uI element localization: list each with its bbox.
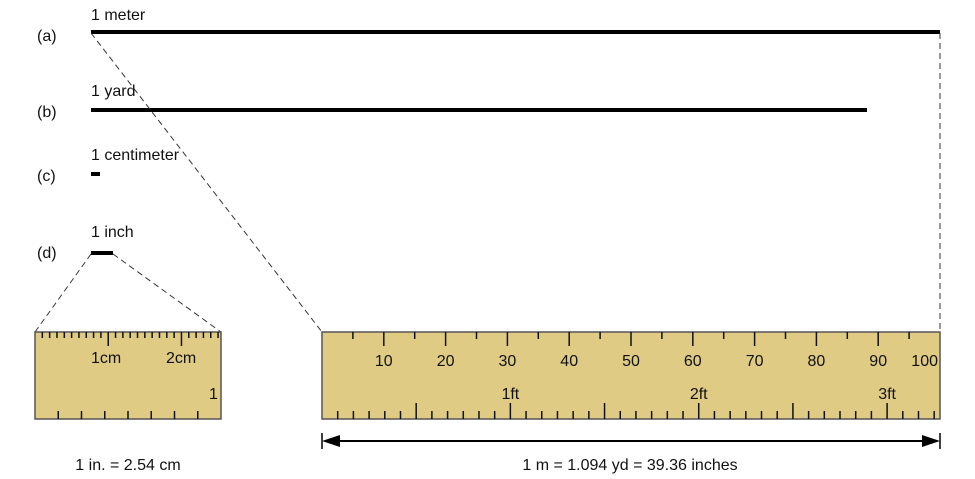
row-c: (c) 1 centimeter bbox=[37, 147, 180, 185]
cm-label: 80 bbox=[808, 353, 826, 370]
meter-ruler: 10 20 30 40 50 60 70 80 90 100 1ft 2ft 3ft bbox=[321, 331, 941, 420]
cm-label: 40 bbox=[560, 353, 578, 370]
row-b: (b) 1 yard bbox=[37, 83, 867, 121]
row-a: (a) 1 meter bbox=[37, 7, 940, 45]
cm-label: 2cm bbox=[166, 350, 196, 367]
projection-line bbox=[34, 253, 92, 333]
inch-ruler: 1cm 2cm 1 bbox=[34, 331, 222, 420]
cm-label: 1cm bbox=[91, 350, 121, 367]
cm-label: 100 bbox=[911, 353, 938, 370]
cm-label: 70 bbox=[746, 353, 764, 370]
row-d: (d) 1 inch bbox=[37, 224, 134, 262]
cm-label: 20 bbox=[437, 353, 455, 370]
row-label: 1 centimeter bbox=[91, 147, 180, 164]
cm-label: 90 bbox=[869, 353, 887, 370]
projection-line bbox=[90, 32, 323, 333]
row-label: 1 meter bbox=[91, 7, 146, 24]
cm-label: 50 bbox=[622, 353, 640, 370]
row-letter: (a) bbox=[37, 28, 57, 45]
projection-lines bbox=[34, 32, 941, 333]
meter-caption: 1 m = 1.094 yd = 39.36 inches bbox=[522, 457, 737, 474]
inch-caption: 1 in. = 2.54 cm bbox=[75, 457, 180, 474]
cm-label: 30 bbox=[499, 353, 517, 370]
inch-label: 1 bbox=[209, 386, 218, 403]
ft-label: 1ft bbox=[501, 386, 519, 403]
row-letter: (b) bbox=[37, 104, 57, 121]
ft-label: 2ft bbox=[690, 386, 708, 403]
projection-line bbox=[112, 253, 222, 333]
ruler-body bbox=[34, 331, 222, 420]
ft-label: 3ft bbox=[878, 386, 896, 403]
row-letter: (d) bbox=[37, 245, 57, 262]
cm-label: 60 bbox=[684, 353, 702, 370]
row-label: 1 inch bbox=[91, 224, 134, 241]
row-letter: (c) bbox=[37, 168, 56, 185]
meter-dimension-arrow bbox=[321, 433, 941, 449]
ruler-body bbox=[321, 331, 941, 420]
cm-label: 10 bbox=[375, 353, 393, 370]
row-label: 1 yard bbox=[91, 83, 135, 100]
